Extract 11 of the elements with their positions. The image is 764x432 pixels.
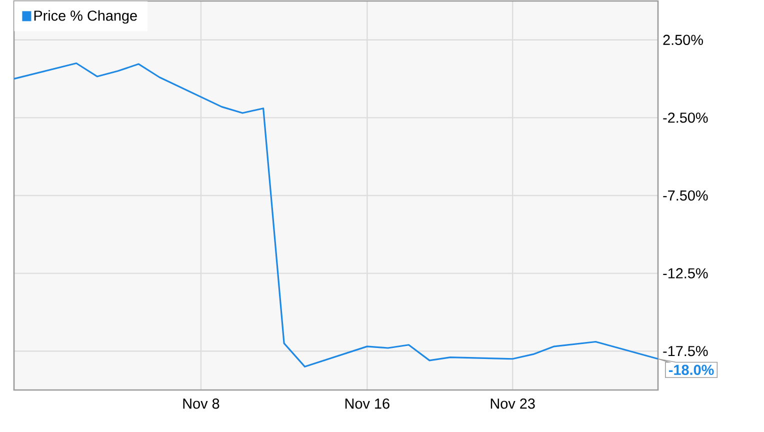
y-tick-label: -2.50% bbox=[663, 112, 708, 123]
x-tick-label: Nov 8 bbox=[183, 398, 220, 409]
y-tick-label: 2.50% bbox=[663, 34, 703, 46]
x-tick-label: Nov 16 bbox=[345, 398, 390, 409]
line-series bbox=[13, 62, 659, 368]
y-tick-label: -17.5% bbox=[663, 346, 708, 356]
data-label: -18.0% bbox=[668, 364, 714, 376]
x-tick-label: Nov 23 bbox=[490, 398, 535, 409]
y-tick-label: -12.5% bbox=[663, 268, 708, 278]
y-tick-label: -7.50% bbox=[663, 190, 708, 201]
legend-label: Price % Change bbox=[34, 10, 137, 24]
